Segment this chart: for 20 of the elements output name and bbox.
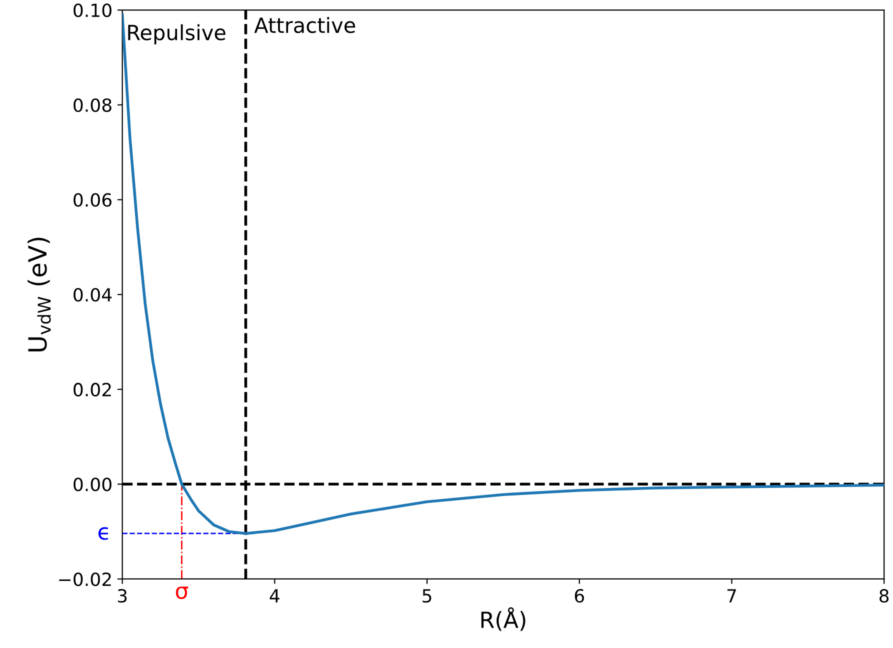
x-axis-title: R(Å) — [481, 607, 526, 631]
y-tick-label: −0.02 — [59, 572, 111, 586]
y-tick-label: 0.00 — [74, 478, 112, 492]
x-tick-label: 8 — [880, 589, 889, 603]
x-tick-label: 4 — [270, 589, 280, 602]
line-series — [122, 13, 884, 535]
x-tick-label: 3 — [118, 589, 127, 603]
y-tick-label: 0.10 — [74, 4, 112, 18]
annotation: Attractive — [254, 16, 356, 34]
annotation: Repulsive — [128, 24, 226, 44]
y-tick-label: 0.08 — [74, 98, 112, 112]
y-axis-title: U$_{vdW}$ (eV) — [28, 238, 51, 352]
y-tick-label: 0.02 — [74, 382, 111, 396]
y-tick-label: 0.06 — [74, 193, 112, 207]
ref-line-label: σ — [176, 586, 188, 600]
y-tick-label: 0.04 — [74, 288, 112, 302]
x-tick-label: 6 — [574, 589, 584, 603]
ref-line-label: ϵ — [98, 527, 108, 540]
x-tick-label: 5 — [422, 589, 432, 603]
x-tick-label: 7 — [727, 589, 736, 602]
